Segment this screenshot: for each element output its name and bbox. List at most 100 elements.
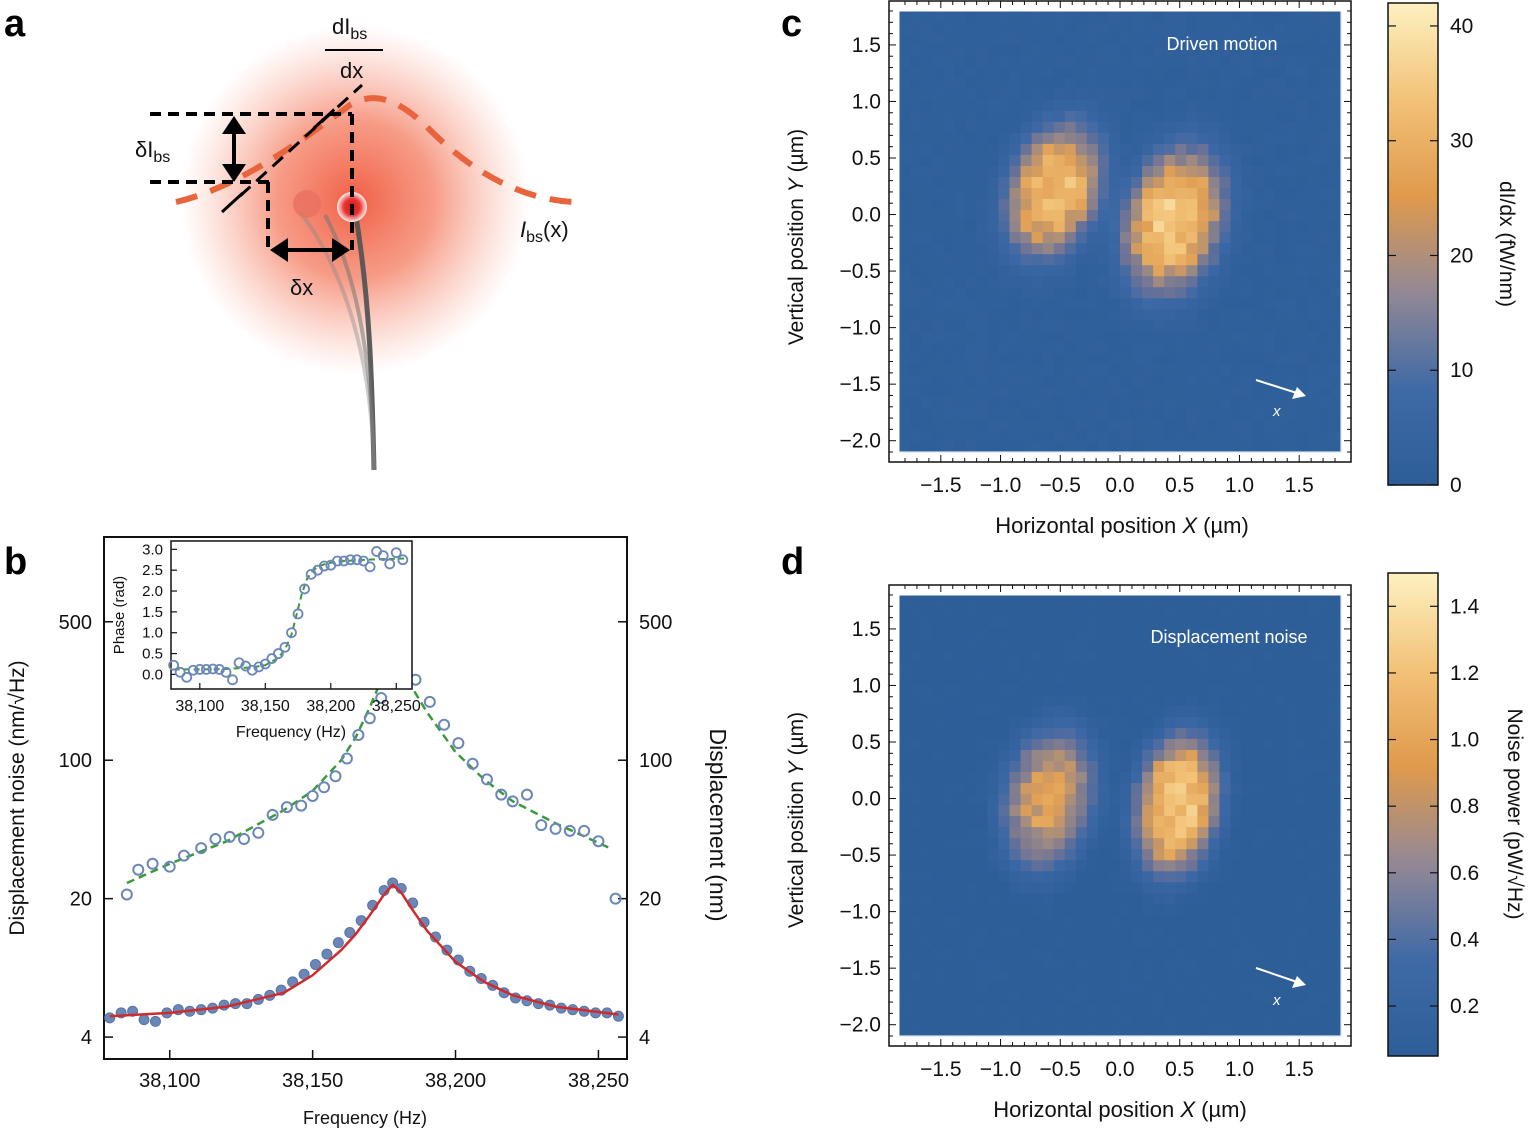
d-cells-cell [1064,936,1077,949]
c-cells-cell [1285,330,1298,343]
d-cells-cell [1020,782,1033,795]
d-cells-cell [1241,771,1254,784]
c-cells-cell [1197,55,1209,67]
c-cells-cell [1131,319,1143,332]
c-cells-cell [987,286,1000,299]
d-cells-cell [1131,991,1143,1004]
c-cells-cell [1175,308,1187,321]
c-cells-cell [1153,264,1165,277]
c-cells-cell [954,363,966,376]
c-cells-cell [1142,242,1154,255]
c-cells-cell [1274,264,1287,277]
c-cells-cell [1108,407,1121,420]
c-cells-cell [1020,407,1033,420]
c-cells-cell [1296,330,1309,343]
d-cells-cell [1307,1024,1320,1037]
d-cells-cell [1329,606,1342,618]
d-cells-cell [1120,628,1132,640]
d-cells-cell [1164,1013,1176,1026]
c-cells-cell [1175,77,1187,89]
d-cells-cell [943,1002,955,1015]
d-x-ticks: −1.5 −1.0 −0.5 0.0 0.5 1.0 1.5 [904,585,1336,1081]
c-cells-cell [1263,319,1276,332]
d-cells-cell [1031,815,1044,828]
c-cells-cell [1142,341,1154,354]
b-inset-phase-point [299,583,310,595]
d-cells-cell [987,716,1000,728]
c-cells-cell [1142,176,1154,189]
c-cells-cell [1318,176,1331,189]
d-cells-cell [899,749,911,761]
d-cells-cell [1086,859,1099,872]
c-cells-cell [1329,132,1342,144]
c-cells-cell [1064,33,1077,45]
d-cells-cell [1285,859,1298,872]
d-cells-cell [1120,694,1132,706]
d-cells-cell [1064,947,1077,960]
b-main-xtick-label: 38,150 [282,1070,343,1092]
c-cells-cell [1186,396,1198,409]
d-cells-cell [965,936,977,949]
d-cells-cell [899,837,911,850]
c-cells-cell [1120,253,1132,266]
c-cells-cell [1053,77,1066,89]
c-cells-cell [1031,88,1044,100]
c-cells-cell [1219,374,1232,387]
c-cells-cell [1108,187,1121,200]
b-main-driven-fit-line [126,656,611,885]
d-cells-cell [1230,903,1243,916]
d-cells-cell [1153,639,1165,651]
c-cells-cell [899,396,911,409]
d-cells-cell [998,936,1011,949]
c-cells-cell [1230,231,1243,244]
d-cells-cell [1075,892,1088,905]
d-cells-cell [1197,958,1209,971]
c-cells-cell [1285,110,1298,122]
d-cells-cell [1285,782,1298,795]
c-cells-cell [965,176,977,189]
d-cells-cell [899,606,911,618]
d-cells-cell [965,969,977,982]
c-cells-cell [1230,396,1243,409]
c-cells-cell [932,275,944,288]
d-cells-cell [1263,738,1276,750]
c-cells-cell [1108,121,1121,133]
c-cells-cell [1285,88,1298,100]
d-cells-cell [998,1024,1011,1037]
d-cells-cell [921,848,933,861]
d-cells-cell [1307,804,1320,817]
c-cells-cell [932,352,944,365]
c-cells-cell [1020,143,1033,155]
d-cells-cell [1318,826,1331,839]
c-cells-cell [1009,99,1022,111]
c-cells-cell [1086,198,1099,211]
c-cells-cell [1252,110,1265,122]
d-cells-cell [1009,694,1022,706]
c-cells-cell [1120,187,1132,200]
d-cells-cell [1020,848,1033,861]
d-cells-cell [1186,947,1198,960]
d-cells-cell [1086,914,1099,927]
d-cells-cell [954,936,966,949]
c-cells-cell [1020,187,1033,200]
d-cells-cell [1097,694,1110,706]
d-cells-cell [1153,958,1165,971]
c-cells-cell [1064,22,1077,34]
d-cells-cell [1197,716,1209,728]
c-cells-cell [1241,308,1254,321]
c-cells-cell [1241,143,1254,155]
c-cells-cell [1274,176,1287,189]
d-cells-cell [1230,760,1243,773]
d-cells-cell [1186,881,1198,894]
d-cells-cell [1263,1024,1276,1037]
c-cells-cell [921,55,933,67]
c-cells-cell [976,275,988,288]
d-cells-cell [1175,793,1187,806]
d-cells-cell [1097,870,1110,883]
c-cells-cell [1053,143,1066,155]
d-cells-cell [1108,694,1121,706]
b-main-driven-point [329,770,342,783]
c-cells-cell [976,22,988,34]
c-cells-cell [1064,286,1077,299]
c-cells-cell [1230,33,1243,45]
